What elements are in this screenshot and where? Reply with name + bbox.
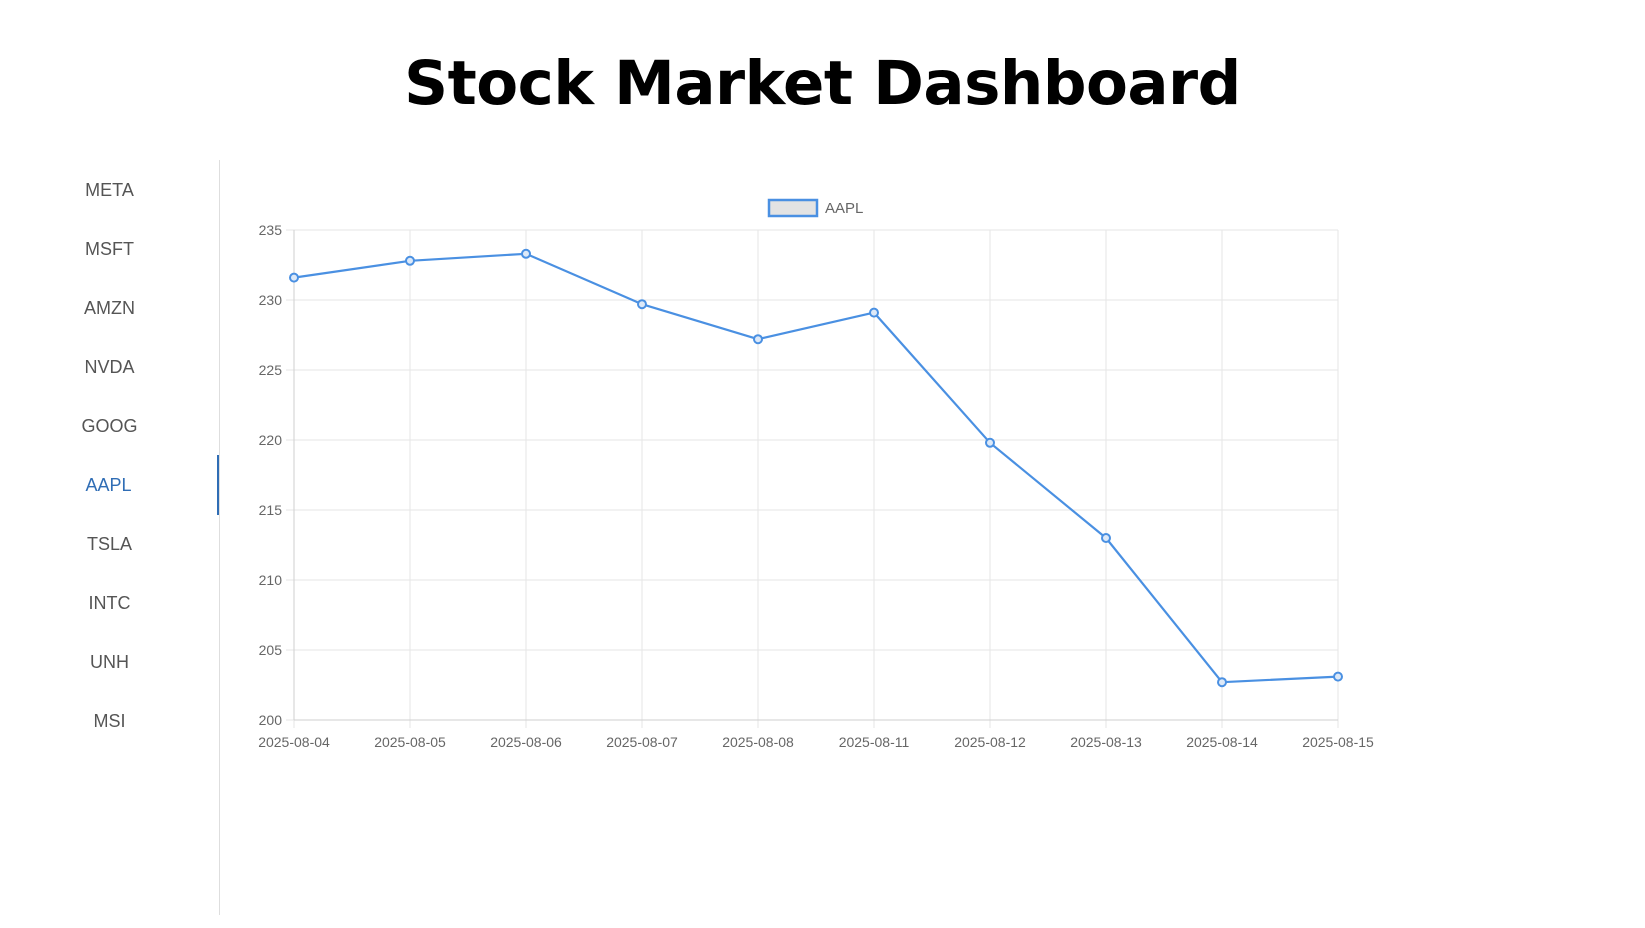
- sidebar-item-amzn[interactable]: AMZN: [84, 297, 135, 318]
- x-tick-label: 2025-08-12: [954, 734, 1026, 750]
- data-point: [869, 307, 879, 318]
- sidebar-item-aapl[interactable]: AAPL: [0, 455, 219, 515]
- y-tick-label: 225: [259, 362, 283, 378]
- y-tick-label: 235: [259, 222, 283, 238]
- x-tick-label: 2025-08-13: [1070, 734, 1142, 750]
- y-tick-label: 215: [259, 502, 283, 518]
- ticker-sidebar: META MSFT AMZN NVDA GOOG AAPL TSLA INTC …: [0, 160, 220, 915]
- y-tick-label: 210: [259, 572, 283, 588]
- price-chart-container: 200 205 210 215 220 225 230 235 2025-08-04 2025-0…: [220, 160, 1420, 780]
- data-point: [289, 272, 299, 283]
- x-tick-label: 2025-08-05: [374, 734, 446, 750]
- grid-layer: [286, 229, 1339, 728]
- x-tick-label: 2025-08-14: [1186, 734, 1258, 750]
- data-point: [1101, 533, 1111, 543]
- sidebar-item-msi[interactable]: MSI: [93, 710, 126, 731]
- x-tick-label: 2025-08-07: [606, 734, 678, 750]
- legend-swatch: [767, 198, 819, 218]
- series-line-aapl: [293, 252, 1339, 684]
- x-tick-label: 2025-08-15: [1302, 734, 1374, 750]
- data-point: [637, 299, 647, 310]
- price-line-chart: 200 205 210 215 220 225 230 235 2025-08-04 2025-0…: [258, 198, 1374, 750]
- data-point: [753, 334, 763, 345]
- x-tick-label: 2025-08-06: [490, 734, 562, 750]
- axis-layer: 200 205 210 215 220 225 230 235 2025-08-04 2025-0…: [258, 222, 1374, 750]
- sidebar-item-goog[interactable]: GOOG: [81, 415, 138, 436]
- data-point: [1217, 677, 1227, 688]
- y-tick-label: 205: [259, 642, 283, 658]
- x-tick-label: 2025-08-04: [258, 734, 330, 750]
- y-tick-label: 220: [259, 432, 283, 448]
- x-tick-label: 2025-08-11: [839, 734, 910, 750]
- data-point: [405, 255, 415, 266]
- legend-layer: AAPL: [767, 198, 863, 218]
- y-tick-label: 200: [259, 712, 283, 728]
- x-tick-label: 2025-08-08: [722, 734, 794, 750]
- legend-label: AAPL: [825, 200, 863, 217]
- data-point: [985, 437, 995, 448]
- sidebar-item-intc[interactable]: INTC: [88, 592, 131, 613]
- sidebar-item-unh[interactable]: UNH: [90, 651, 129, 672]
- sidebar-item-nvda[interactable]: NVDA: [84, 356, 135, 377]
- data-point: [521, 248, 531, 259]
- y-tick-label: 230: [259, 292, 283, 308]
- sidebar-item-tsla[interactable]: TSLA: [86, 533, 133, 554]
- sidebar-item-msft[interactable]: MSFT: [85, 238, 134, 259]
- series-layer: [289, 248, 1343, 688]
- data-point: [1333, 671, 1343, 682]
- page-title: Stock Market Dashboard: [404, 48, 1241, 119]
- sidebar-item-meta[interactable]: META: [85, 179, 134, 200]
